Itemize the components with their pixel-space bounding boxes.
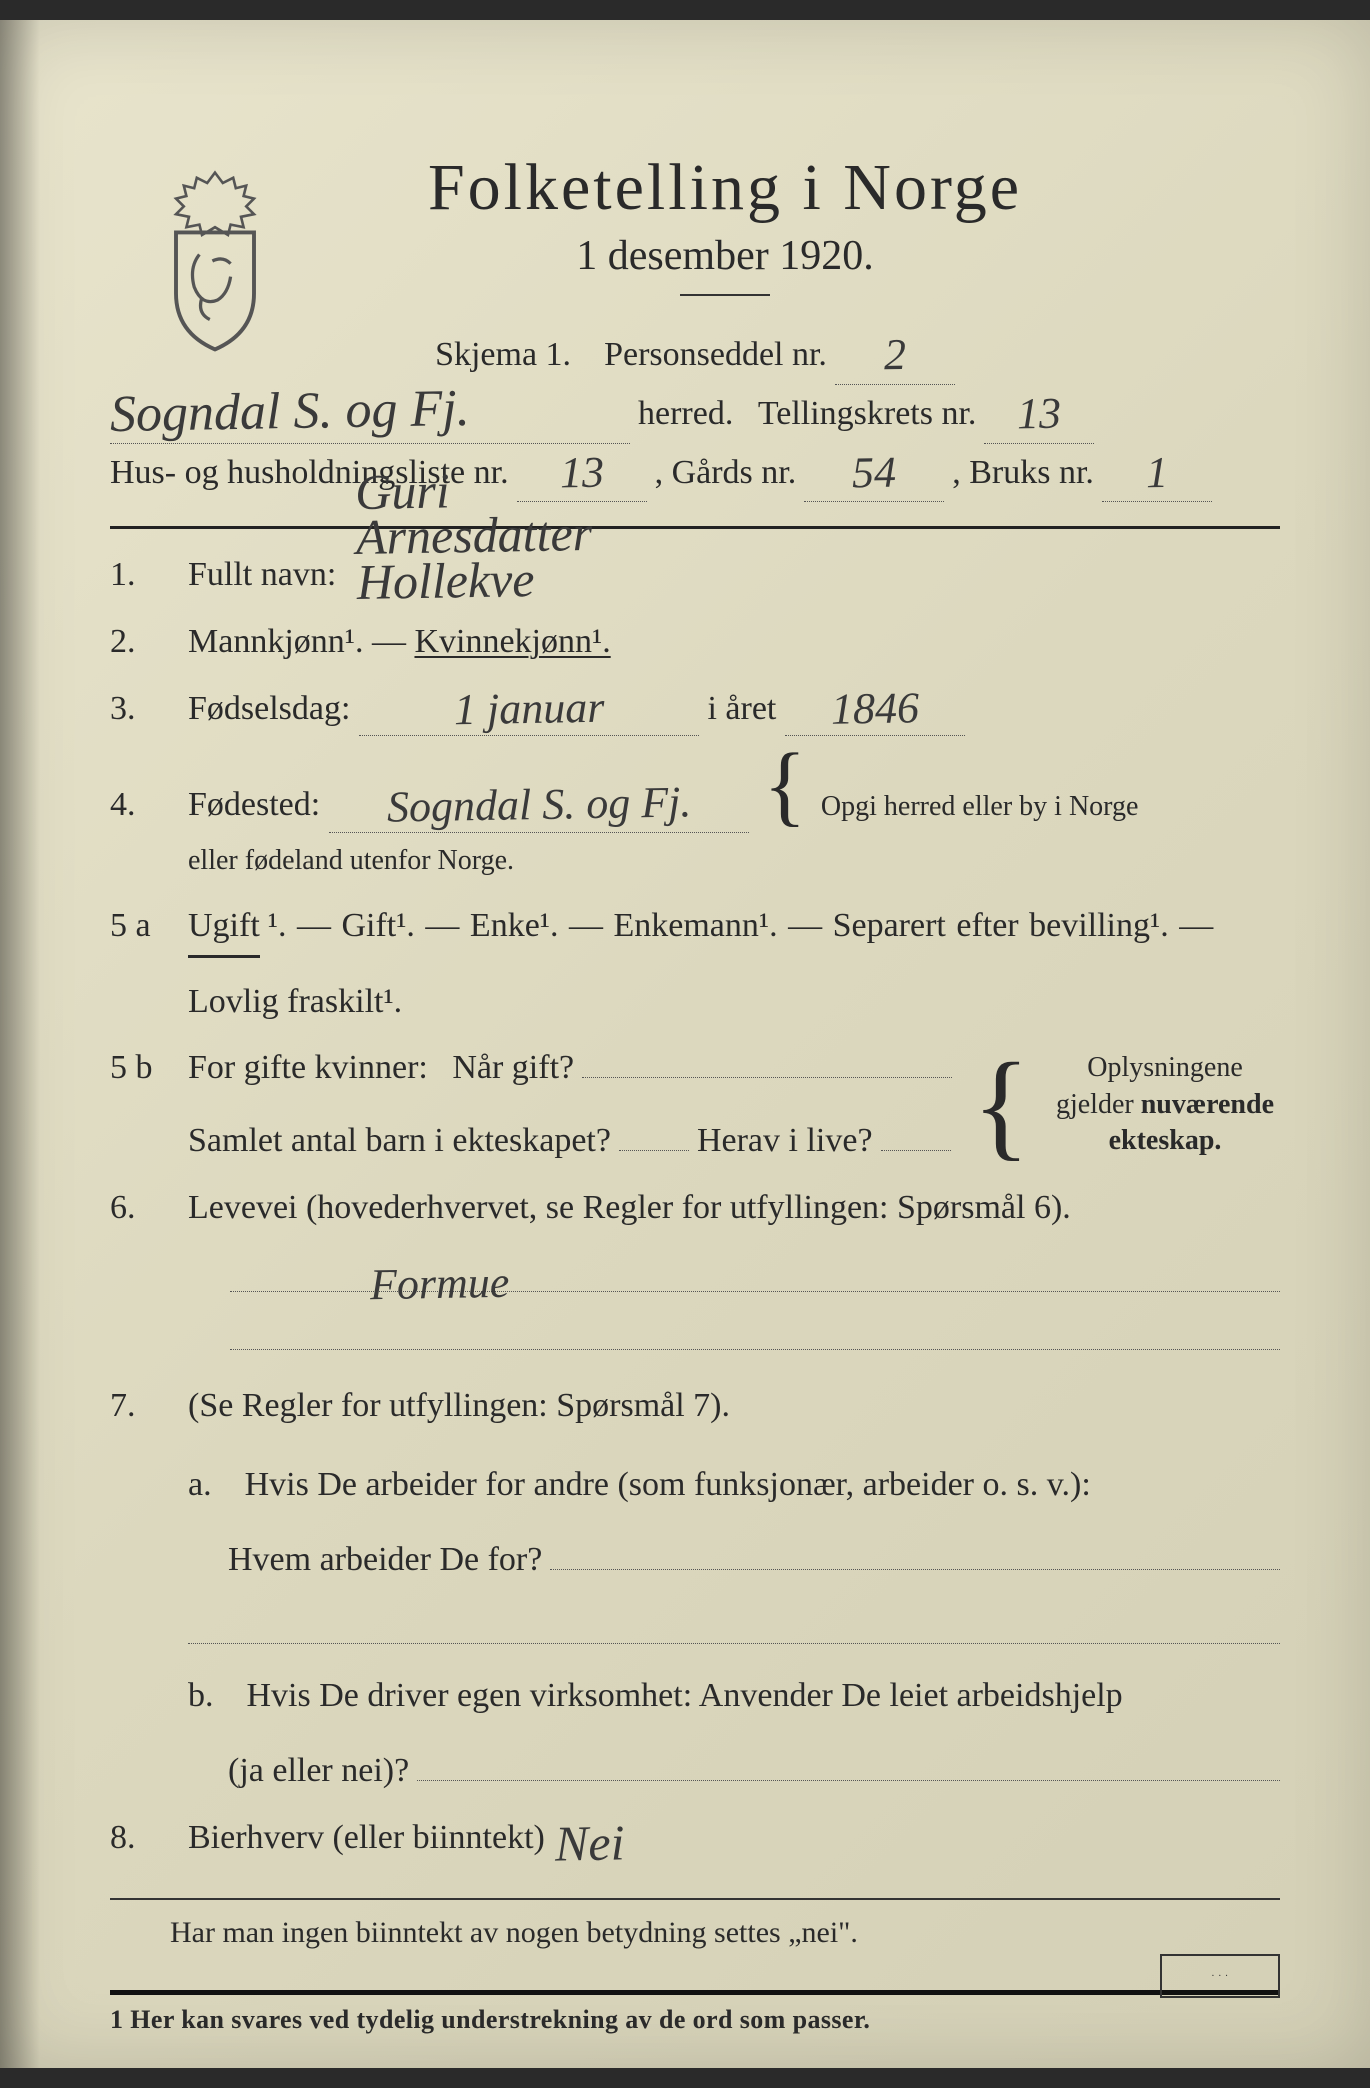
brace-icon: { [972,1057,1030,1153]
section-divider [110,526,1280,529]
q7b-text1: Hvis De driver egen virksomhet: Anvender… [247,1670,1123,1723]
brace-icon: { [763,736,806,835]
question-list: 1. Fullt navn: Guri Arnesdatter Hollekve… [110,549,1280,2035]
q8-value: Nei [554,1820,624,1866]
q2-dash: — [372,623,406,660]
q2-opt-female: Kvinnekjønn¹. [414,623,610,660]
q5a: 5 a Ugift¹. — Gift¹. — Enke¹. — Enkemann… [110,900,1280,1028]
q7-intro: (Se Regler for utfyllingen: Spørsmål 7). [188,1387,730,1424]
q5a-num: 5 a [110,900,170,953]
tellingskrets-label: Tellingskrets nr. [758,385,977,443]
q5b-note-l1: Oplysningene [1087,1052,1243,1083]
q7a-text2: Hvem arbeider De for? [228,1534,542,1587]
tellingskrets-nr: 13 [1017,393,1062,433]
q7a-text1: Hvis De arbeider for andre (som funksjon… [245,1459,1091,1512]
q6-value: Formue [370,1262,510,1304]
gards-nr: 54 [852,452,897,492]
q7-num: 7. [110,1380,170,1433]
q2-opt-male: Mannkjønn¹. [188,623,363,660]
title-sub: 1 desember 1920. [170,232,1280,280]
q4: 4. Fødested: Sogndal S. og Fj. { Opgi he… [110,750,1280,885]
q7: 7. (Se Regler for utfyllingen: Spørsmål … [110,1380,1280,1797]
q6: 6. Levevei (hovederhvervet, se Regler fo… [110,1182,1280,1235]
title-main: Folketelling i Norge [170,150,1280,226]
title-block: Folketelling i Norge 1 desember 1920. [170,150,1280,296]
q5b-note-l3: ekteskap. [1109,1125,1222,1156]
bruks-label: , Bruks nr. [952,444,1094,502]
q8-num: 8. [110,1812,170,1865]
tail-note: Har man ingen biinntekt av nogen betydni… [170,1916,1280,1950]
personseddel-nr: 2 [884,335,907,375]
q3-num: 3. [110,683,170,736]
q2: 2. Mannkjønn¹. — Kvinnekjønn¹. [110,616,1280,669]
q8-label: Bierhverv (eller biinntekt) [188,1819,545,1856]
q5b-l1a: For gifte kvinner: [188,1042,428,1095]
q3-year-label: i året [707,690,776,727]
q4-label: Fødested: [188,786,320,823]
q8: 8. Bierhverv (eller biinntekt) Nei [110,1812,1280,1865]
q5b-note: Oplysningene gjelder nuværende ekteskap. [1050,1050,1280,1159]
coat-of-arms-icon [150,170,280,350]
gards-label: , Gårds nr. [655,444,797,502]
q1-num: 1. [110,549,170,602]
q4-num: 4. [110,779,170,832]
q5b-l1b: Når gift? [452,1042,574,1095]
q5b-num: 5 b [110,1042,170,1095]
q7b-label: b. [188,1670,214,1723]
printer-stamp: · · · [1160,1954,1280,1998]
bruks-nr: 1 [1146,452,1169,492]
q4-note-l2: eller fødeland utenfor Norge. [188,845,514,876]
q4-note-l1: Opgi herred eller by i Norge [821,791,1139,822]
q3-year: 1846 [831,688,920,729]
q3-day: 1 januar [453,687,604,729]
q2-num: 2. [110,616,170,669]
q3-label: Fødselsdag: [188,690,350,727]
q5a-rest: ¹. — Gift¹. — Enke¹. — Enkemann¹. — Sepa… [268,900,1213,953]
herred-value: Sogndal S. og Fj. [110,386,470,439]
q4-value: Sogndal S. og Fj. [386,783,691,828]
q3: 3. Fødselsdag: 1 januar i året 1846 [110,683,1280,737]
herred-label: herred. [638,385,733,443]
q1: 1. Fullt navn: Guri Arnesdatter Hollekve [110,549,1280,602]
q5b: 5 b For gifte kvinner: Når gift? Samlet … [110,1042,1280,1167]
q6-num: 6. [110,1182,170,1235]
personseddel-label: Personseddel nr. [604,326,827,384]
q1-value: Guri Arnesdatter Hollekve [355,466,593,605]
q6-answer-line2 [230,1322,1280,1350]
q7b-text2: (ja eller nei)? [228,1745,409,1798]
title-rule [680,294,770,296]
thin-rule [110,1898,1280,1900]
q1-label: Fullt navn: [188,556,336,593]
q5a-opt2: Lovlig fraskilt¹. [188,976,402,1029]
skjema-label: Skjema 1. [435,326,571,384]
q6-text: Levevei (hovederhvervet, se Regler for u… [188,1189,1071,1226]
q7a-line2 [188,1616,1280,1644]
footnote: 1 Her kan svares ved tydelig understrekn… [110,2005,1280,2035]
q5b-l2a: Samlet antal barn i ekteskapet? [188,1115,611,1168]
q5b-l2b: Herav i live? [697,1115,873,1168]
footnote-bar [110,1990,1280,1995]
q5b-note-l2: gjelder nuværende [1056,1089,1274,1120]
census-form-page: Folketelling i Norge 1 desember 1920. Sk… [0,20,1370,2068]
q5a-selected: Ugift [188,900,260,958]
header-lines: Skjema 1. Personseddel nr. 2 Sogndal S. … [110,326,1280,502]
q6-answer-line: Formue [230,1264,1280,1292]
q7a-label: a. [188,1459,212,1512]
